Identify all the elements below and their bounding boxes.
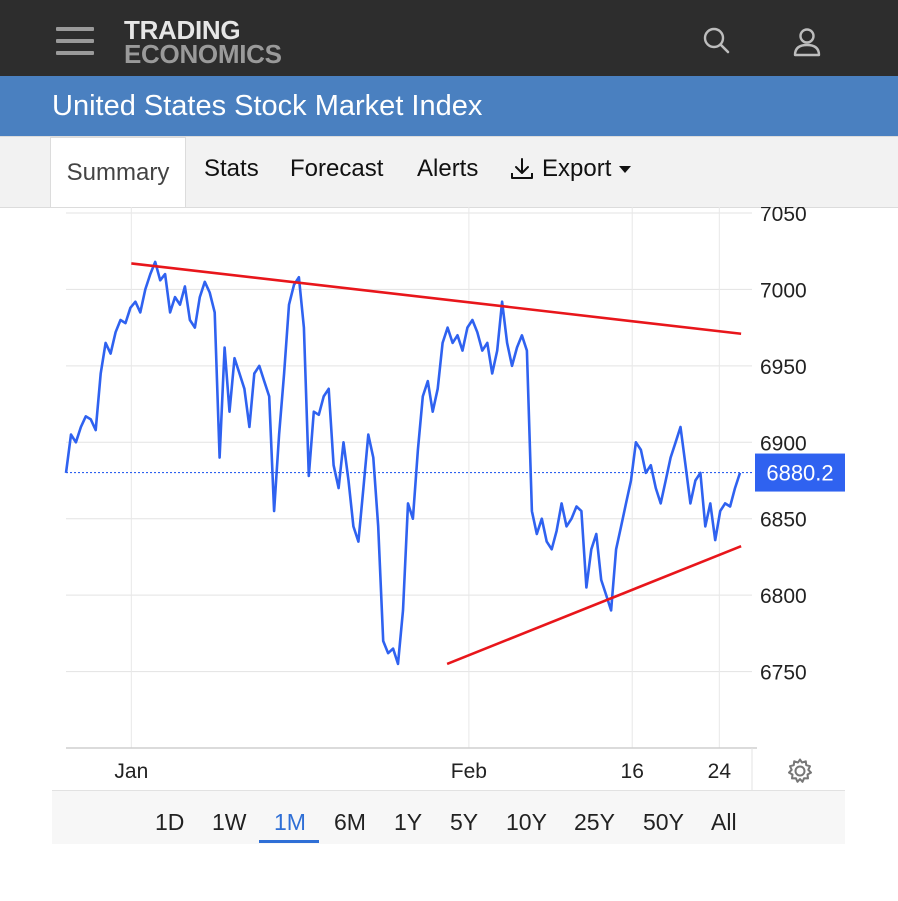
range-50y[interactable]: 50Y [643,809,684,835]
trendline [446,545,742,666]
y-tick-label: 6800 [760,585,807,608]
range-selector: 1D 1W 1M 6M 1Y 5Y 10Y 25Y 50Y All [52,790,845,844]
range-1d[interactable]: 1D [155,809,185,835]
tab-export[interactable]: Export [508,155,633,183]
export-label: Export [542,155,612,182]
range-active-underline [259,840,319,843]
logo-line2: ECONOMICS [124,39,282,69]
logo[interactable]: TRADING ECONOMICS [124,17,282,67]
x-tick-label: 24 [708,760,732,783]
last-value-badge [755,453,845,492]
y-tick-label: 7050 [760,207,807,226]
y-tick-label: 7000 [760,279,807,302]
price-chart[interactable]: 6750 6800 6850 6900 6950 7000 7050 Jan Feb 16 24 68… [52,203,845,790]
title-banner: United States Stock Market Index [0,76,898,136]
user-icon[interactable] [790,24,824,58]
tab-bar: Summary Stats Forecast Alerts Export [0,136,898,208]
tab-summary[interactable]: Summary [50,137,186,207]
tab-alerts[interactable]: Alerts [417,155,479,182]
x-tick-label: Feb [451,760,487,783]
chart-area: 6750 6800 6850 6900 6950 7000 7050 Jan Feb 16 24 68… [52,203,845,843]
search-icon[interactable] [700,24,734,58]
range-10y[interactable]: 10Y [506,809,547,835]
page-title: United States Stock Market Index [52,90,483,122]
y-tick-label: 6850 [760,509,807,532]
range-all[interactable]: All [711,809,737,835]
x-tick-label: 16 [621,760,644,783]
range-1w[interactable]: 1W [212,809,247,835]
last-value-label: 6880.2 [766,461,833,486]
download-icon [511,158,533,179]
tab-forecast[interactable]: Forecast [290,155,384,182]
range-1m[interactable]: 1M [274,809,306,835]
gear-icon[interactable] [786,757,814,785]
tab-stats[interactable]: Stats [204,155,259,182]
logo-line1: TRADING [124,15,241,45]
trendline [131,262,742,336]
range-5y[interactable]: 5Y [450,809,479,835]
range-6m[interactable]: 6M [334,809,366,835]
y-tick-label: 6900 [760,432,807,455]
range-25y[interactable]: 25Y [574,809,615,835]
top-bar: TRADING ECONOMICS [0,0,898,76]
y-tick-label: 6950 [760,356,807,379]
x-tick-label: Jan [114,760,148,783]
menu-icon[interactable] [56,27,94,57]
caret-down-icon [619,166,632,173]
y-tick-label: 6750 [760,662,807,685]
range-1y[interactable]: 1Y [394,809,423,835]
series-line [64,260,742,666]
